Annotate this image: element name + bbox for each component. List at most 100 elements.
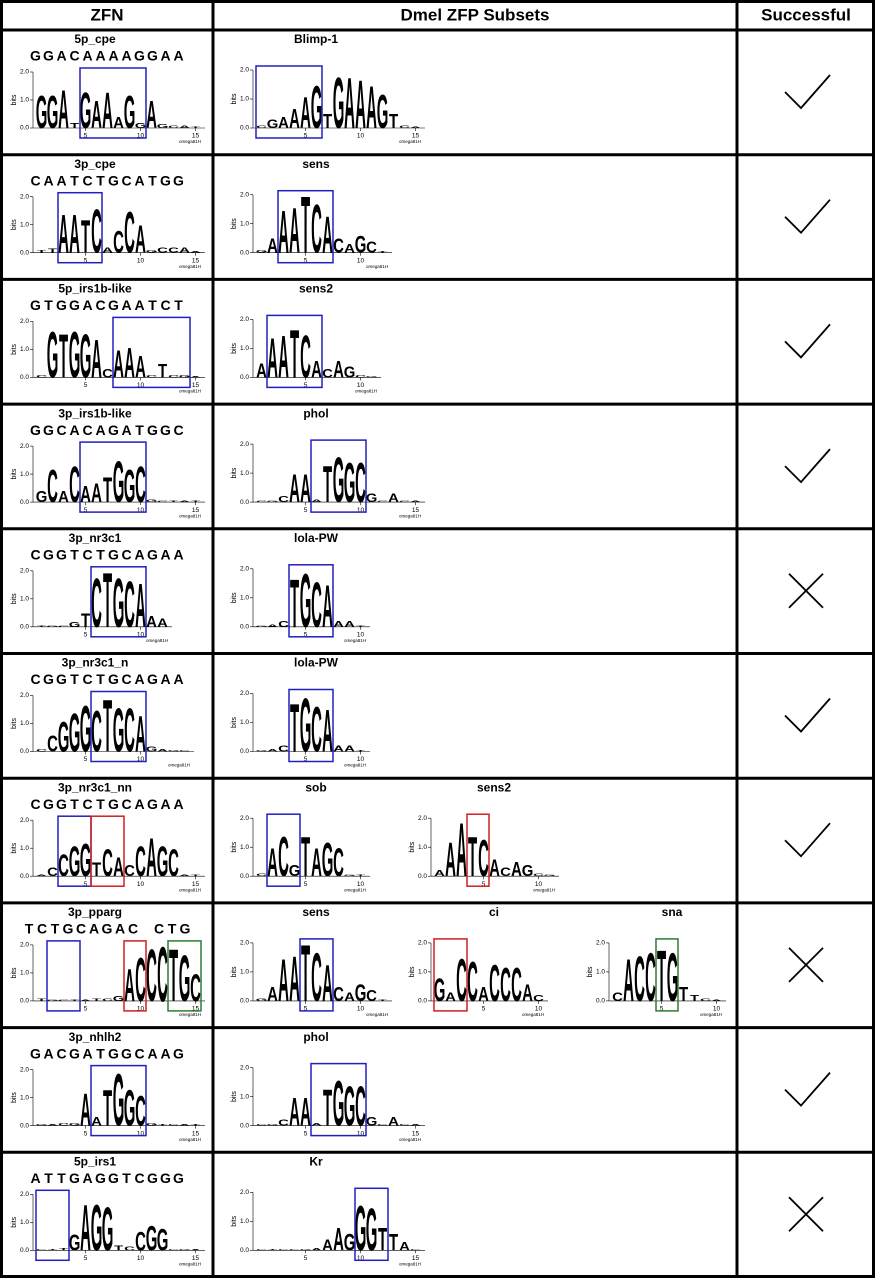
x-tick-label: 5 (304, 507, 308, 514)
sequence-letter: C (82, 547, 92, 563)
motif-box (255, 65, 323, 139)
x-tick-label: 15 (412, 133, 420, 140)
logo-letter: A (91, 330, 102, 390)
motif-box (46, 940, 81, 1012)
logo-letter: T (81, 609, 90, 631)
logo-letter: G (377, 85, 389, 139)
logo-note: omega81H (179, 887, 201, 892)
x-tick-label: 10 (137, 632, 145, 639)
sequence-letter: C (82, 172, 92, 188)
logo-letter: C (135, 837, 146, 885)
zfn-name: 3p_irs1b-like (58, 406, 132, 420)
y-tick-label: 2.0 (20, 69, 29, 76)
sequence-letter: C (95, 297, 105, 313)
sequence-letter: C (121, 172, 131, 188)
sequence-letter: G (56, 547, 67, 563)
y-axis-label: bits (231, 467, 238, 478)
sequence-letter: G (134, 48, 145, 64)
logo-letter: C (311, 191, 322, 268)
logo-letter: A (267, 983, 278, 1006)
logo-letter: C (135, 1087, 146, 1135)
sequence-letter: C (121, 547, 131, 563)
sequence-letter: G (69, 297, 80, 313)
sequence-letter: T (51, 921, 60, 937)
logo-letter: C (168, 125, 179, 129)
sequence-letter: C (56, 1045, 66, 1061)
logo-letter: A (190, 251, 201, 253)
logo-letter: A (344, 619, 355, 628)
sequence-letter: A (134, 297, 144, 313)
logo-letter: A (91, 1115, 102, 1128)
logo-note: omega81H (533, 887, 555, 892)
logo-letter: C (168, 1124, 179, 1126)
cross-mark (788, 573, 824, 609)
logo-note: omega81H (168, 763, 190, 768)
logo-letter: G (80, 836, 92, 887)
logo-letter: C (102, 367, 113, 380)
y-tick-label: 2.0 (418, 940, 427, 947)
logo-letter: A (146, 828, 157, 888)
logo-letter: C (511, 958, 522, 1012)
logo-letter: A (289, 468, 300, 512)
logo-letter: A (267, 842, 278, 886)
logo-letter: A (311, 842, 322, 886)
sequence-letter: G (173, 1045, 184, 1061)
logo-letter: C (124, 201, 135, 267)
logo-letter: A (179, 1124, 190, 1126)
x-tick-label: 5 (482, 881, 486, 888)
y-tick-label: 0.0 (20, 374, 29, 381)
logo-letter: A (445, 833, 456, 887)
sequence-letter: A (160, 796, 170, 812)
sequence-letter: A (56, 48, 66, 64)
y-tick-label: 0.0 (240, 499, 249, 506)
logo-letter: C (355, 374, 366, 378)
y-tick-label: 0.0 (20, 1122, 29, 1129)
zfn-name: 5p_cpe (74, 32, 116, 46)
logo-letter: C (500, 866, 511, 879)
logo-letter: T (301, 930, 310, 1019)
sequence-letter: C (121, 671, 131, 687)
logo-letter: A (267, 748, 278, 752)
logo-letter: A (311, 1122, 322, 1126)
logo-letter: G (113, 695, 125, 765)
sequence-letter: T (148, 297, 157, 313)
y-tick-label: 1.0 (20, 720, 29, 727)
logo-letter: C (366, 987, 377, 1005)
logo-letter: C (300, 324, 311, 391)
y-tick-label: 0.0 (418, 873, 427, 880)
logo-letter: G (256, 625, 268, 627)
logo-note: omega81H (366, 1012, 388, 1017)
logo-letter: A (256, 359, 267, 382)
sequence-letter: C (82, 671, 92, 687)
y-tick-label: 0.0 (20, 748, 29, 755)
y-tick-label: 1.0 (20, 845, 29, 852)
sequence-letter: C (82, 796, 92, 812)
y-tick-label: 0.0 (240, 249, 249, 256)
x-tick-label: 10 (535, 1006, 543, 1013)
sequence-letter: A (160, 547, 170, 563)
logo-letter: G (333, 64, 345, 144)
y-tick-label: 2.0 (20, 692, 29, 699)
sequence-letter: C (30, 547, 40, 563)
logo-letter: C (333, 842, 344, 886)
sequence-letter: A (173, 547, 183, 563)
x-tick-label: 5 (304, 756, 308, 763)
sequence-letter: G (63, 921, 74, 937)
logo-letter: A (410, 500, 421, 502)
motif-box (79, 67, 147, 139)
sequence-letter: A (134, 796, 144, 812)
subset-name: sens (302, 905, 330, 919)
sequence-letter: G (43, 422, 54, 438)
logo-letter: G (256, 998, 268, 1002)
sequence-letter: G (147, 48, 158, 64)
logo-letter: A (267, 623, 278, 627)
subset-name: lola-PW (294, 656, 339, 670)
subset-name: sob (305, 780, 326, 794)
logo-letter: C (278, 619, 289, 628)
y-axis-label: bits (231, 841, 238, 852)
logo-letter: A (344, 744, 355, 753)
logo-letter: C (355, 1075, 366, 1138)
logo-letter: C (278, 1118, 289, 1127)
logo-letter: A (322, 955, 333, 1013)
sequence-letter: T (96, 671, 105, 687)
